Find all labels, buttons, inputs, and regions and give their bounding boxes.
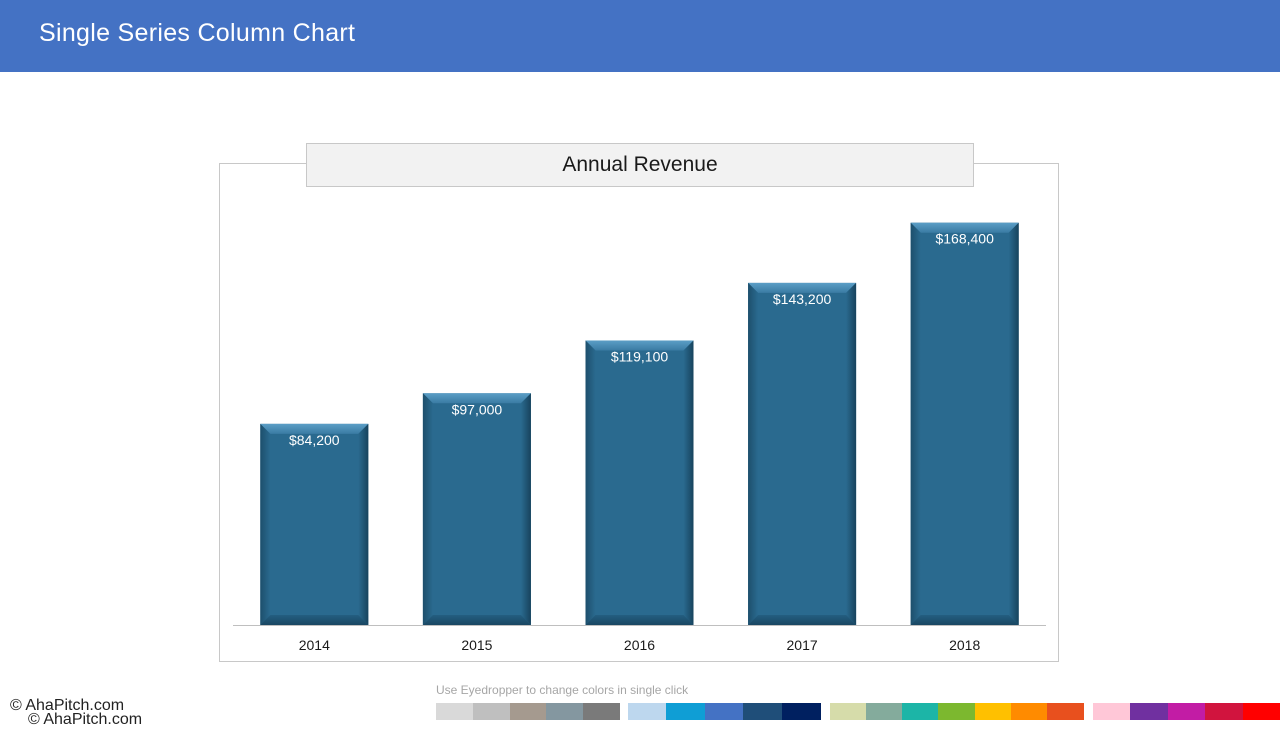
palette-swatch[interactable] — [704, 703, 744, 720]
palette-swatch[interactable] — [436, 703, 473, 720]
palette-swatch[interactable] — [1205, 703, 1244, 720]
bar-2016 — [585, 340, 694, 625]
x-tick-label-2016: 2016 — [624, 637, 655, 653]
palette-swatch[interactable] — [472, 703, 510, 720]
data-label-2015: $97,000 — [452, 401, 503, 417]
palette-swatch[interactable] — [902, 703, 940, 720]
data-label-2018: $168,400 — [935, 231, 994, 247]
palette-swatch[interactable] — [666, 703, 706, 720]
palette-swatch[interactable] — [1242, 703, 1280, 720]
chart-title: Annual Revenue — [562, 153, 718, 176]
palette-swatch[interactable] — [1093, 703, 1131, 720]
palette-swatch[interactable] — [583, 703, 621, 720]
bar-2014 — [260, 423, 369, 625]
page-title: Single Series Column Chart — [39, 19, 356, 47]
x-tick-label-2017: 2017 — [787, 637, 818, 653]
copyright-text-ghost: © AhaPitch.com — [28, 711, 143, 728]
data-label-2016: $119,100 — [611, 348, 669, 364]
header-bar: Single Series Column Chart — [0, 0, 1280, 72]
bar-2017 — [748, 282, 857, 625]
palette-swatch[interactable] — [743, 703, 783, 720]
palette-swatch[interactable] — [866, 703, 904, 720]
chart-title-box: Annual Revenue — [306, 143, 974, 187]
x-tick-label-2018: 2018 — [949, 637, 980, 653]
bar-2015 — [422, 393, 531, 625]
palette-swatch[interactable] — [1046, 703, 1084, 720]
palette-swatch[interactable] — [781, 703, 821, 720]
palette-swatch[interactable] — [1130, 703, 1169, 720]
palette-swatch[interactable] — [509, 703, 547, 720]
palette-swatch[interactable] — [628, 703, 667, 720]
data-label-2017: $143,200 — [773, 291, 832, 307]
palette-swatch[interactable] — [974, 703, 1012, 720]
x-tick-label-2015: 2015 — [461, 637, 492, 653]
palette-swatch[interactable] — [938, 703, 976, 720]
copyright-text: © AhaPitch.com — [10, 697, 125, 714]
palette-swatch[interactable] — [830, 703, 867, 720]
bar-2018 — [910, 222, 1019, 625]
palette-swatch[interactable] — [1167, 703, 1206, 720]
x-tick-label-2014: 2014 — [299, 637, 330, 653]
data-label-2014: $84,200 — [289, 432, 340, 448]
eyedropper-hint: Use Eyedropper to change colors in singl… — [436, 683, 689, 697]
palette-swatch[interactable] — [546, 703, 584, 720]
palette-swatch[interactable] — [1010, 703, 1048, 720]
